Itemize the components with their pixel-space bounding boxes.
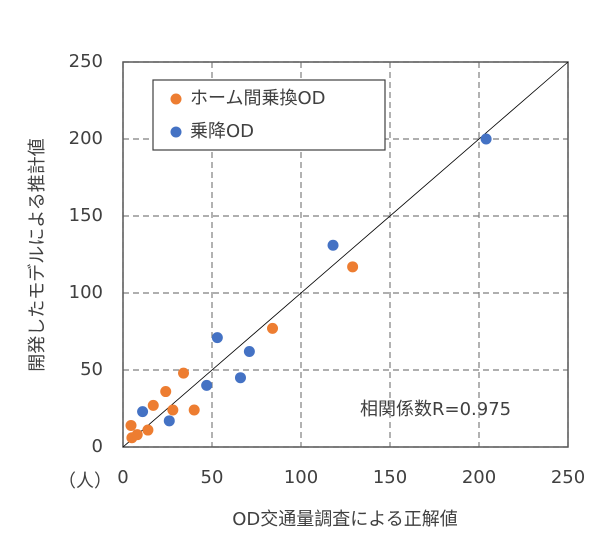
legend-marker (170, 93, 182, 105)
point (480, 133, 492, 145)
y-tick-label: 50 (80, 359, 103, 380)
y-tick-label: 150 (69, 205, 103, 226)
y-axis-label: 開発したモデルによる推計値 (27, 138, 48, 371)
point (243, 346, 255, 358)
legend-marker (170, 126, 182, 138)
point (188, 404, 200, 416)
x-axis-label: OD交通量調査による正解値 (232, 509, 458, 530)
y-tick-label: 200 (69, 128, 103, 149)
point (234, 372, 246, 384)
x-tick-label: 200 (462, 467, 496, 488)
legend-box (152, 79, 386, 151)
legend-label: ホーム間乗換OD (190, 88, 326, 109)
point (327, 239, 339, 251)
point (131, 429, 143, 441)
y-tick-label: 100 (69, 282, 103, 303)
point (267, 322, 279, 334)
y-tick-label: 250 (69, 51, 103, 72)
point (167, 404, 179, 416)
point (147, 399, 159, 411)
point (142, 424, 154, 436)
x-tick-label: 150 (373, 467, 407, 488)
point (178, 367, 190, 379)
unit-label: （人） (58, 471, 112, 492)
plot-frame (122, 61, 569, 448)
x-tick-label: 250 (551, 467, 585, 488)
legend-label: 乗降OD (190, 121, 254, 142)
point (160, 386, 172, 398)
y-tick-label: 0 (92, 436, 103, 457)
point (137, 406, 149, 418)
point (163, 415, 175, 427)
point (211, 332, 223, 344)
x-tick-label: 50 (201, 467, 224, 488)
annotation: 相関係数R=0.975 (360, 399, 511, 420)
reference-line (122, 61, 569, 448)
point (125, 419, 137, 431)
point (201, 379, 213, 391)
x-tick-label: 100 (284, 467, 318, 488)
x-tick-label: 0 (117, 467, 128, 488)
point (347, 261, 359, 273)
